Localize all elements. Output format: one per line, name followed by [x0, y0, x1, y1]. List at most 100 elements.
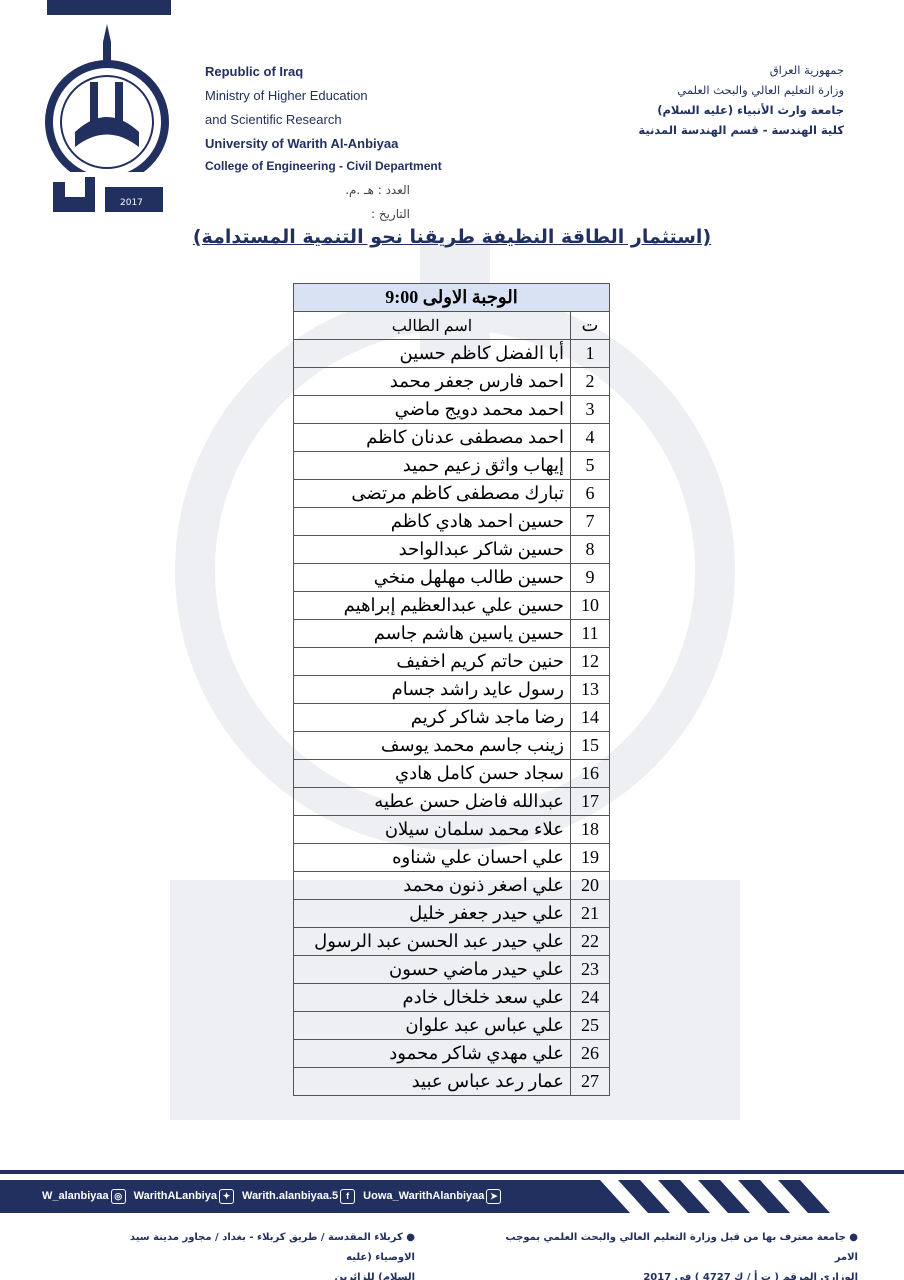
student-name: علي حيدر جعفر خليل — [293, 899, 571, 928]
bullet-icon: ● — [845, 1232, 858, 1243]
table-row: 17 عبدالله فاضل حسن عطيه — [293, 787, 610, 816]
table-row: 7 حسين احمد هادي كاظم — [293, 507, 610, 536]
student-name: علي حيدر عبد الحسن عبد الرسول — [293, 927, 571, 956]
student-name: احمد مصطفى عدنان كاظم — [293, 423, 571, 452]
student-name: زينب جاسم محمد يوسف — [293, 731, 571, 760]
header-english: Republic of Iraq Ministry of Higher Educ… — [205, 60, 442, 176]
top-accent-bar — [47, 0, 171, 15]
instagram-icon: ◎ — [110, 1189, 126, 1204]
university-en: University of Warith Al-Anbiyaa — [205, 136, 399, 151]
ministry-ar: وزارة التعليم العالي والبحث العلمي — [677, 83, 844, 97]
social-link[interactable]: Uowa_WarithAlanbiyaa ➤ — [363, 1189, 502, 1204]
session-header: الوجبة الاولى 9:00 — [293, 283, 610, 312]
row-number: 2 — [570, 367, 610, 396]
location-pin-icon: ● — [402, 1232, 415, 1243]
row-number: 25 — [570, 1011, 610, 1040]
student-name: علي حيدر ماضي حسون — [293, 955, 571, 984]
row-number: 9 — [570, 563, 610, 592]
student-name: حسين احمد هادي كاظم — [293, 507, 571, 536]
student-table: الوجبة الاولى 9:00 ت اسم الطالب 1 أبا الف… — [293, 283, 610, 1096]
table-row: 26 علي مهدي شاكر محمود — [293, 1039, 610, 1068]
social-handle: W_alanbiyaa — [42, 1190, 109, 1202]
student-name: علي عباس عبد علوان — [293, 1011, 571, 1040]
student-name: رسول عايد راشد جسام — [293, 675, 571, 704]
row-number: 18 — [570, 815, 610, 844]
footer-address: ● كربلاء المقدسة / طريق كربلاء - بغداد /… — [90, 1228, 415, 1280]
reference-block: العدد : هـ .م. التاريخ : — [330, 178, 410, 226]
row-number: 22 — [570, 927, 610, 956]
student-name: عبدالله فاضل حسن عطيه — [293, 787, 571, 816]
table-row: 19 علي احسان علي شناوه — [293, 843, 610, 872]
row-number: 24 — [570, 983, 610, 1012]
date-label: التاريخ : — [370, 207, 410, 221]
twitter-icon: ✦ — [218, 1189, 234, 1204]
row-number: 16 — [570, 759, 610, 788]
accreditation-line-1: جامعة معترف بها من قبل وزارة التعليم الع… — [505, 1232, 858, 1263]
table-row: 16 سجاد حسن كامل هادي — [293, 759, 610, 788]
table-row: 20 علي اصغر ذنون محمد — [293, 871, 610, 900]
student-name: أبا الفضل كاظم حسين — [293, 339, 571, 368]
row-number: 13 — [570, 675, 610, 704]
student-name: احمد فارس جعفر محمد — [293, 367, 571, 396]
accreditation-line-2: الوزاري المرقم ( ت أ / ك 4727 ) في 2017 — [643, 1272, 858, 1280]
row-number: 1 — [570, 339, 610, 368]
row-number: 3 — [570, 395, 610, 424]
col-header-no: ت — [570, 311, 610, 340]
student-name: علاء محمد سلمان سيلان — [293, 815, 571, 844]
row-number: 21 — [570, 899, 610, 928]
table-row: 12 حنين حاتم كريم اخفيف — [293, 647, 610, 676]
table-row: 27 عمار رعد عباس عبيد — [293, 1067, 610, 1096]
student-name: علي مهدي شاكر محمود — [293, 1039, 571, 1068]
student-name: احمد محمد دويج ماضي — [293, 395, 571, 424]
row-number: 12 — [570, 647, 610, 676]
row-number: 26 — [570, 1039, 610, 1068]
table-row: 13 رسول عايد راشد جسام — [293, 675, 610, 704]
footer-stripes — [600, 1180, 904, 1213]
ministry-en-2: and Scientific Research — [205, 112, 342, 127]
social-link[interactable]: W_alanbiyaa ◎ — [42, 1189, 126, 1204]
row-number: 19 — [570, 843, 610, 872]
student-name: حنين حاتم كريم اخفيف — [293, 647, 571, 676]
row-number: 20 — [570, 871, 610, 900]
country-en: Republic of Iraq — [205, 64, 304, 79]
social-links: W_alanbiyaa ◎ WarithALanbiya ✦ Warith.alanbi… — [42, 1189, 502, 1204]
row-number: 15 — [570, 731, 610, 760]
student-name: حسين طالب مهلهل منخي — [293, 563, 571, 592]
student-name: علي اصغر ذنون محمد — [293, 871, 571, 900]
row-number: 17 — [570, 787, 610, 816]
student-name: تبارك مصطفى كاظم مرتضى — [293, 479, 571, 508]
table-row: 15 زينب جاسم محمد يوسف — [293, 731, 610, 760]
number-label: العدد : هـ .م. — [345, 183, 410, 197]
table-row: 22 علي حيدر عبد الحسن عبد الرسول — [293, 927, 610, 956]
student-name: حسين علي عبدالعظيم إبراهيم — [293, 591, 571, 620]
table-row: 21 علي حيدر جعفر خليل — [293, 899, 610, 928]
table-row: 24 علي سعد خلخال خادم — [293, 983, 610, 1012]
ministry-en-1: Ministry of Higher Education — [205, 88, 368, 103]
footer-accreditation: ● جامعة معترف بها من قبل وزارة التعليم ا… — [500, 1228, 858, 1280]
row-number: 14 — [570, 703, 610, 732]
table-row: 8 حسين شاكر عبدالواحد — [293, 535, 610, 564]
row-number: 23 — [570, 955, 610, 984]
telegram-icon: ➤ — [486, 1189, 502, 1204]
country-ar: جمهورية العراق — [769, 63, 844, 77]
row-number: 4 — [570, 423, 610, 452]
social-handle: Warith.alanbiyaa.5 — [241, 1190, 339, 1202]
table-row: 9 حسين طالب مهلهل منخي — [293, 563, 610, 592]
student-name: حسين ياسين هاشم جاسم — [293, 619, 571, 648]
social-handle: Uowa_WarithAlanbiyaa — [363, 1190, 485, 1202]
row-number: 10 — [570, 591, 610, 620]
university-logo: 2017 — [45, 24, 169, 212]
table-row: 23 علي حيدر ماضي حسون — [293, 955, 610, 984]
table-row: 1 أبا الفضل كاظم حسين — [293, 339, 610, 368]
social-link[interactable]: Warith.alanbiyaa.5 f — [241, 1189, 356, 1204]
student-name: عمار رعد عباس عبيد — [293, 1067, 571, 1096]
address-line-2: السلام) للزائرين — [334, 1272, 415, 1280]
row-number: 27 — [570, 1067, 610, 1096]
address-line-1: كربلاء المقدسة / طريق كربلاء - بغداد / م… — [129, 1232, 415, 1263]
row-number: 5 — [570, 451, 610, 480]
student-name: علي سعد خلخال خادم — [293, 983, 571, 1012]
college-ar: كلية الهندسة - قسم الهندسة المدنية — [638, 123, 844, 137]
social-link[interactable]: WarithALanbiya ✦ — [134, 1189, 234, 1204]
footer-divider — [0, 1170, 904, 1174]
